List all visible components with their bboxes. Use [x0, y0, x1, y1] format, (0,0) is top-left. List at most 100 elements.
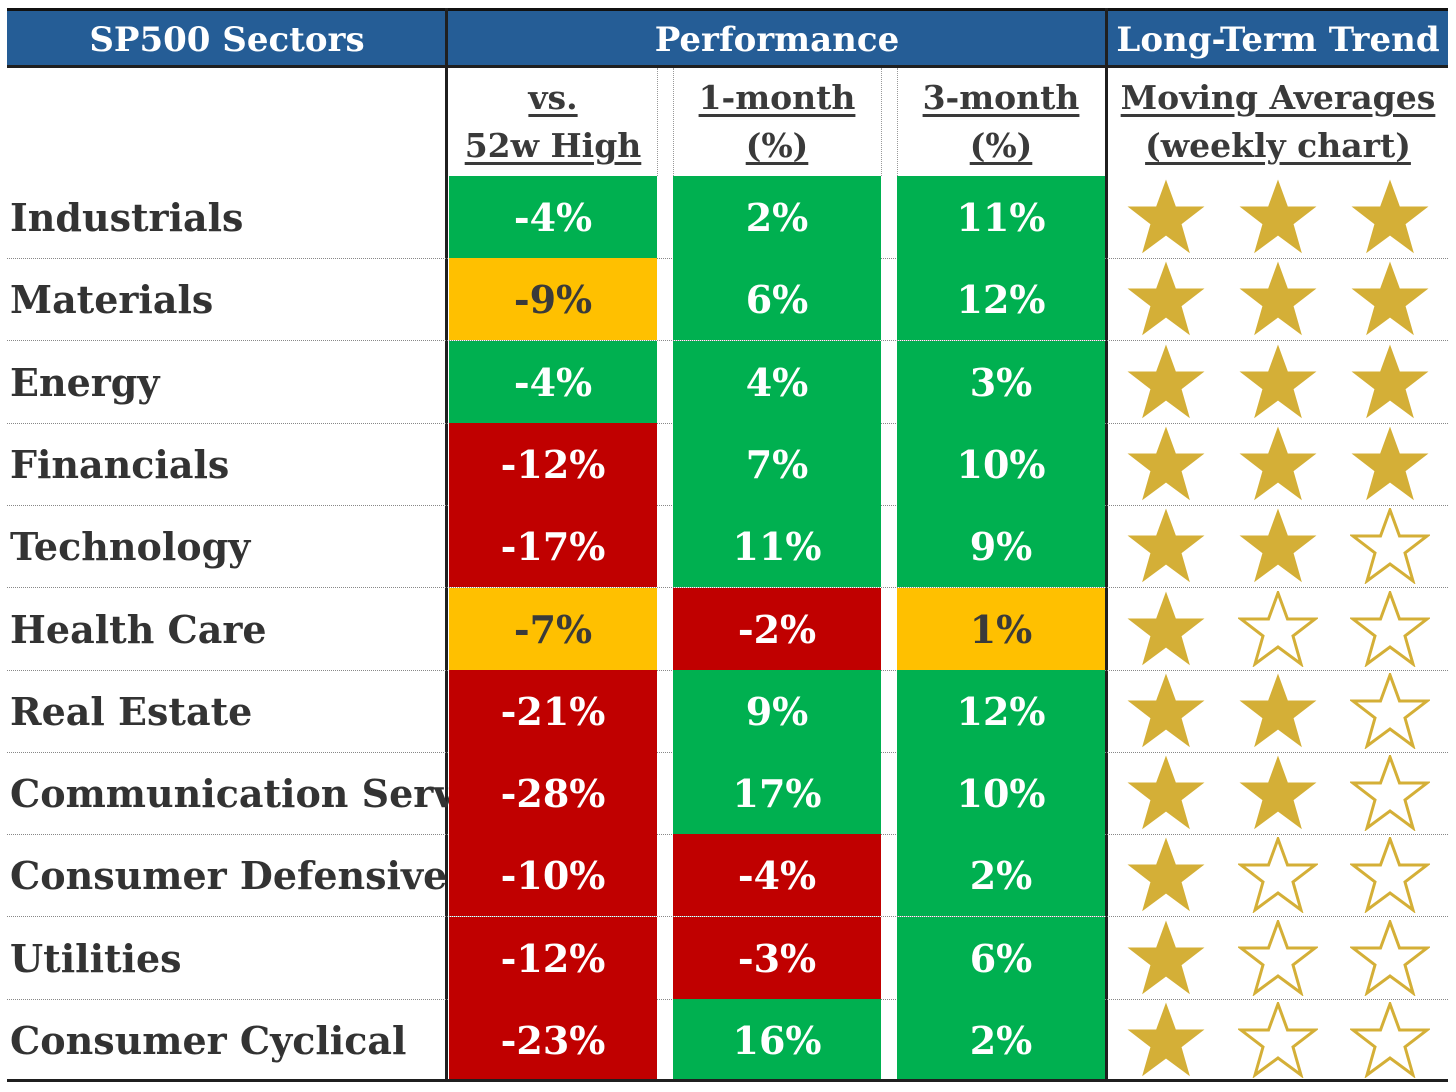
- cell-1-month: 4%: [673, 341, 881, 423]
- star-outline-icon: [1350, 508, 1430, 584]
- cell-3-month: 10%: [897, 423, 1105, 505]
- cell-vs-52w-high: -12%: [449, 423, 657, 505]
- star-filled-icon: [1351, 179, 1429, 254]
- subheader-moving-averages: Moving Averages (weekly chart): [1110, 72, 1446, 172]
- cell-vs-52w-high: -4%: [449, 176, 657, 258]
- star-filled-icon: [1239, 344, 1317, 419]
- sector-label: Financials: [10, 441, 230, 487]
- cell-1-month: 7%: [673, 423, 881, 505]
- subheader-1-month-line2: (%): [745, 126, 809, 165]
- cell-3-month: 11%: [897, 176, 1105, 258]
- cell-3-month: 2%: [897, 999, 1105, 1081]
- row-divider: [7, 340, 1448, 341]
- star-outline-icon: [1350, 591, 1430, 667]
- star-filled-icon: [1239, 508, 1317, 583]
- cell-3-month: 2%: [897, 834, 1105, 916]
- row-divider: [7, 587, 1448, 588]
- trend-stars: [1110, 423, 1446, 505]
- cell-3-month: 6%: [897, 917, 1105, 999]
- sector-label: Consumer Defensive: [10, 852, 448, 898]
- cell-1-month: -2%: [673, 588, 881, 670]
- trend-stars: [1110, 752, 1446, 834]
- star-filled-icon: [1351, 426, 1429, 501]
- cell-1-month: 9%: [673, 670, 881, 752]
- star-outline-icon: [1350, 755, 1430, 831]
- cell-1-month: -3%: [673, 917, 881, 999]
- star-outline-icon: [1238, 837, 1318, 913]
- star-filled-icon: [1239, 673, 1317, 748]
- star-filled-icon: [1127, 591, 1205, 666]
- star-outline-icon: [1238, 920, 1318, 996]
- trend-stars: [1110, 670, 1446, 752]
- cell-1-month: -4%: [673, 834, 881, 916]
- cell-vs-52w-high: -21%: [449, 670, 657, 752]
- star-filled-icon: [1351, 344, 1429, 419]
- star-filled-icon: [1239, 261, 1317, 336]
- column-separator-right: [1105, 8, 1108, 1082]
- column-separator-left: [445, 8, 448, 1082]
- row-divider: [7, 916, 1448, 917]
- subheader-3-month-line1: 3-month: [922, 78, 1080, 117]
- star-filled-icon: [1127, 344, 1205, 419]
- cell-3-month: 3%: [897, 341, 1105, 423]
- table-bottom-rule: [7, 1079, 1448, 1082]
- cell-vs-52w-high: -10%: [449, 834, 657, 916]
- cell-3-month: 1%: [897, 588, 1105, 670]
- star-filled-icon: [1127, 673, 1205, 748]
- star-filled-icon: [1239, 755, 1317, 830]
- subheader-vs-52w-high-line1: vs.: [528, 78, 578, 117]
- cell-1-month: 6%: [673, 258, 881, 340]
- sector-label: Materials: [10, 276, 214, 322]
- star-filled-icon: [1127, 508, 1205, 583]
- subheader-1-month: 1-month (%): [673, 72, 881, 172]
- trend-stars: [1110, 258, 1446, 340]
- sector-label: Technology: [10, 523, 251, 569]
- header-sectors: SP500 Sectors: [89, 19, 365, 60]
- trend-stars: [1110, 588, 1446, 670]
- sector-label: Energy: [10, 359, 160, 405]
- header-bottom-rule: [7, 65, 1448, 68]
- cell-vs-52w-high: -4%: [449, 341, 657, 423]
- header-band: [7, 8, 1448, 68]
- cell-vs-52w-high: -9%: [449, 258, 657, 340]
- star-filled-icon: [1239, 426, 1317, 501]
- subheader-3-month-line2: (%): [969, 126, 1033, 165]
- star-filled-icon: [1127, 837, 1205, 912]
- cell-3-month: 12%: [897, 258, 1105, 340]
- subheader-divider-2: [673, 68, 674, 176]
- subheader-divider-4: [897, 68, 898, 176]
- trend-stars: [1110, 505, 1446, 587]
- cell-1-month: 2%: [673, 176, 881, 258]
- sector-label: Utilities: [10, 935, 182, 981]
- subheader-vs-52w-high: vs. 52w High: [449, 72, 657, 172]
- header-long-term-trend: Long-Term Trend: [1116, 19, 1440, 60]
- subheader-divider-3: [881, 68, 882, 176]
- cell-vs-52w-high: -23%: [449, 999, 657, 1081]
- cell-1-month: 17%: [673, 752, 881, 834]
- trend-stars: [1110, 834, 1446, 916]
- cell-1-month: 11%: [673, 505, 881, 587]
- sector-label: Real Estate: [10, 688, 253, 734]
- trend-stars: [1110, 917, 1446, 999]
- star-filled-icon: [1351, 261, 1429, 336]
- header-performance: Performance: [654, 19, 900, 60]
- cell-3-month: 10%: [897, 752, 1105, 834]
- sector-label: Health Care: [10, 606, 267, 652]
- star-outline-icon: [1238, 591, 1318, 667]
- cell-3-month: 12%: [897, 670, 1105, 752]
- star-filled-icon: [1127, 1002, 1205, 1077]
- subheader-divider-1: [657, 68, 658, 176]
- trend-stars: [1110, 341, 1446, 423]
- star-outline-icon: [1238, 1002, 1318, 1078]
- sector-label: Communication Serv.: [10, 770, 465, 816]
- cell-vs-52w-high: -7%: [449, 588, 657, 670]
- star-filled-icon: [1127, 179, 1205, 254]
- sector-label: Consumer Cyclical: [10, 1017, 407, 1063]
- cell-vs-52w-high: -17%: [449, 505, 657, 587]
- subheader-3-month: 3-month (%): [897, 72, 1105, 172]
- trend-stars: [1110, 999, 1446, 1081]
- subheader-moving-averages-line2: (weekly chart): [1145, 126, 1411, 165]
- star-outline-icon: [1350, 673, 1430, 749]
- cell-vs-52w-high: -28%: [449, 752, 657, 834]
